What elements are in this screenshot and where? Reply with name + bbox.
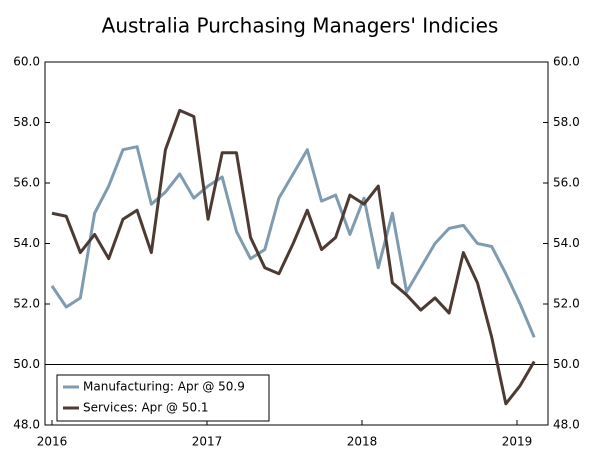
- plot-frame: [44, 61, 549, 426]
- legend-box: [56, 374, 270, 422]
- x-tick-label: 2019: [502, 435, 533, 449]
- y2-tick-label: 60.0: [553, 55, 580, 69]
- y-tick-label: 48.0: [13, 418, 40, 432]
- y-tick-label: 52.0: [13, 297, 40, 311]
- x-tick-label: 2017: [192, 435, 223, 449]
- series-line: [50, 145, 536, 338]
- y-tick-label: 50.0: [13, 357, 40, 371]
- y-tick-label: 56.0: [13, 176, 40, 190]
- y2-tick-label: 52.0: [553, 297, 580, 311]
- x-tick-label: 2018: [347, 435, 378, 449]
- legend-label: Manufacturing: Apr @ 50.9: [83, 380, 245, 394]
- y-tick-label: 58.0: [13, 115, 40, 129]
- series-line: [51, 108, 536, 406]
- y2-tick-label: 50.0: [553, 357, 580, 371]
- y2-tick-label: 54.0: [553, 236, 580, 250]
- chart-title: Australia Purchasing Managers' Indicies: [102, 14, 499, 38]
- y2-tick-label: 48.0: [553, 418, 580, 432]
- y-tick-label: 60.0: [13, 55, 40, 69]
- y-tick-label: 54.0: [13, 236, 40, 250]
- y2-tick-label: 56.0: [553, 176, 580, 190]
- y2-tick-label: 58.0: [553, 115, 580, 129]
- legend-label: Services: Apr @ 50.1: [83, 401, 209, 415]
- x-tick-label: 2016: [37, 435, 68, 449]
